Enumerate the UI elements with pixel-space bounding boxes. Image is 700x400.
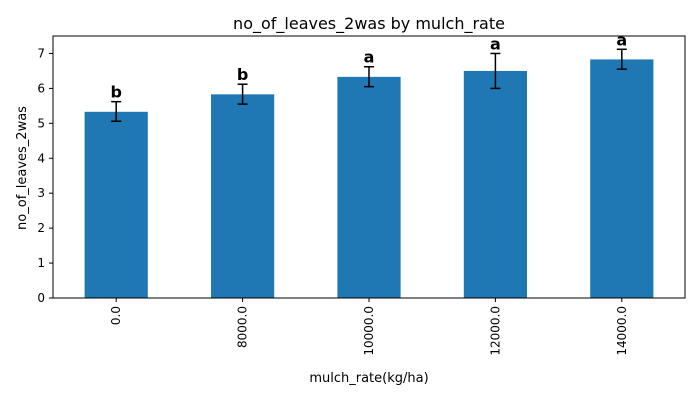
plot-area: b b a a a 0 1 2 3 4 5 6 7 0.0 8000.0 10000.0 12000.0 1400… bbox=[37, 30, 686, 356]
x-axis-label: mulch_rate(kg/ha) bbox=[309, 371, 428, 386]
significance-letter: a bbox=[364, 48, 375, 67]
y-tick-label: 3 bbox=[37, 186, 45, 200]
x-tick-label: 14000.0 bbox=[615, 306, 629, 356]
significance-letter: b bbox=[237, 65, 248, 84]
x-tick-label: 0.0 bbox=[109, 306, 123, 325]
chart-title: no_of_leaves_2was by mulch_rate bbox=[233, 14, 505, 34]
bar bbox=[590, 59, 654, 298]
y-tick-label: 2 bbox=[37, 221, 45, 235]
x-tick-label: 8000.0 bbox=[236, 306, 250, 348]
y-axis-label: no_of_leaves_2was bbox=[15, 106, 30, 230]
y-tick-label: 1 bbox=[37, 256, 45, 270]
bar bbox=[211, 94, 275, 298]
bar bbox=[463, 70, 527, 298]
bar bbox=[337, 76, 401, 298]
y-tick-label: 7 bbox=[37, 46, 45, 60]
y-tick-label: 6 bbox=[37, 81, 45, 95]
y-tick-label: 4 bbox=[37, 151, 45, 165]
significance-letter: a bbox=[490, 34, 501, 53]
x-tick-label: 12000.0 bbox=[488, 306, 502, 356]
x-tick-label: 10000.0 bbox=[362, 306, 376, 356]
significance-letter: a bbox=[616, 30, 627, 49]
bar bbox=[84, 111, 148, 299]
y-tick-label: 0 bbox=[37, 291, 45, 305]
significance-letter: b bbox=[110, 83, 121, 102]
y-tick-label: 5 bbox=[37, 116, 45, 130]
